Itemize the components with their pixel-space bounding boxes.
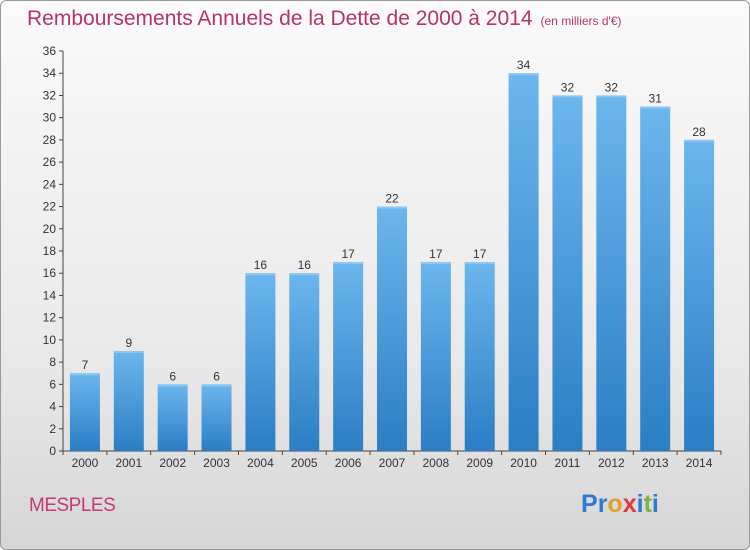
- bar-value-label: 16: [254, 258, 268, 272]
- bar-value-label: 32: [561, 80, 575, 94]
- bar: [508, 73, 539, 451]
- y-tick-label: 36: [43, 44, 57, 58]
- x-tick-label: 2003: [203, 456, 230, 470]
- bar-value-label: 6: [169, 369, 176, 383]
- bar-value-label: 22: [385, 192, 399, 206]
- x-tick-label: 2000: [72, 456, 99, 470]
- bar-highlight: [289, 273, 320, 276]
- bar-value-label: 31: [649, 92, 663, 106]
- y-tick-label: 16: [43, 266, 57, 280]
- bar-value-label: 17: [473, 247, 487, 261]
- bar: [420, 262, 451, 451]
- y-tick-label: 30: [43, 111, 57, 125]
- y-tick-label: 14: [43, 288, 57, 302]
- logo-letter: x: [622, 490, 637, 518]
- bar: [157, 384, 188, 451]
- y-tick-label: 10: [43, 333, 57, 347]
- bar: [464, 262, 495, 451]
- x-tick-label: 2009: [466, 456, 493, 470]
- y-tick-label: 22: [43, 200, 57, 214]
- y-tick-label: 24: [43, 177, 57, 191]
- bar: [333, 262, 364, 451]
- town-name: MESPLES: [29, 495, 116, 516]
- chart-title: Remboursements Annuels de la Dette de 20…: [27, 7, 622, 31]
- y-tick-label: 0: [49, 444, 56, 458]
- bar: [596, 95, 627, 451]
- bar-highlight: [552, 95, 583, 98]
- bar: [289, 273, 320, 451]
- x-tick-label: 2012: [598, 456, 625, 470]
- bar-value-label: 17: [429, 247, 443, 261]
- y-tick-label: 6: [49, 377, 56, 391]
- bar-value-label: 16: [298, 258, 312, 272]
- y-tick-label: 18: [43, 244, 57, 258]
- x-tick-label: 2001: [115, 456, 142, 470]
- bar-highlight: [508, 73, 539, 76]
- bar: [640, 106, 671, 452]
- bar: [113, 351, 144, 451]
- bar-value-label: 32: [605, 80, 619, 94]
- x-tick-label: 2004: [247, 456, 274, 470]
- y-tick-label: 20: [43, 222, 57, 236]
- x-tick-label: 2002: [159, 456, 186, 470]
- bar-highlight: [113, 351, 144, 353]
- bar-value-label: 9: [125, 336, 132, 350]
- bar-highlight: [377, 206, 407, 209]
- bars: 7 9 6 6 16 16 17 22 17 17 34 32 32 31 28: [69, 58, 715, 452]
- x-tick-label: 2010: [510, 456, 537, 470]
- logo-letter: r: [597, 490, 608, 518]
- proxiti-logo: Proxiti: [581, 490, 659, 519]
- bar-highlight: [464, 262, 495, 265]
- x-tick-label: 2007: [379, 456, 406, 470]
- logo-letter: i: [636, 490, 644, 518]
- y-tick-label: 8: [49, 355, 56, 369]
- bar-highlight: [69, 373, 100, 376]
- title-text: Remboursements Annuels de la Dette de 20…: [27, 7, 533, 30]
- y-tick-label: 2: [49, 422, 56, 436]
- x-tick-label: 2011: [555, 456, 581, 470]
- bar: [684, 139, 715, 451]
- x-tick-label: 2006: [335, 456, 362, 470]
- bar: [245, 273, 276, 451]
- bar-highlight: [640, 106, 671, 109]
- bar-value-label: 34: [517, 58, 531, 72]
- bar: [69, 373, 100, 451]
- bar-value-label: 28: [692, 125, 706, 139]
- bar: [377, 206, 407, 451]
- x-tick-label: 2014: [686, 456, 713, 470]
- bar-highlight: [201, 384, 232, 387]
- y-tick-label: 12: [43, 311, 57, 325]
- y-tick-label: 32: [43, 88, 57, 102]
- y-tick-label: 28: [43, 133, 57, 147]
- bar-highlight: [157, 384, 188, 387]
- bar-highlight: [596, 95, 627, 98]
- bar-value-label: 7: [82, 358, 89, 372]
- x-tick-label: 2008: [423, 456, 450, 470]
- x-tick-label: 2013: [642, 456, 669, 470]
- logo-letter: t: [643, 490, 652, 518]
- bar: [552, 95, 583, 451]
- y-tick-label: 4: [49, 400, 56, 414]
- y-tick-label: 26: [43, 155, 57, 169]
- bar-highlight: [684, 139, 715, 142]
- logo-letter: P: [581, 490, 598, 518]
- title-unit: (en milliers d'€): [540, 14, 622, 28]
- bar-highlight: [333, 262, 364, 265]
- bar: [201, 384, 232, 451]
- bar-value-label: 17: [341, 247, 355, 261]
- x-tick-label: 2005: [291, 456, 318, 470]
- bar-highlight: [420, 262, 451, 265]
- y-tick-label: 34: [43, 66, 57, 80]
- bar-highlight: [245, 273, 276, 276]
- logo-letter: i: [651, 490, 659, 518]
- logo-letter: o: [607, 490, 623, 518]
- bar-value-label: 6: [213, 369, 220, 383]
